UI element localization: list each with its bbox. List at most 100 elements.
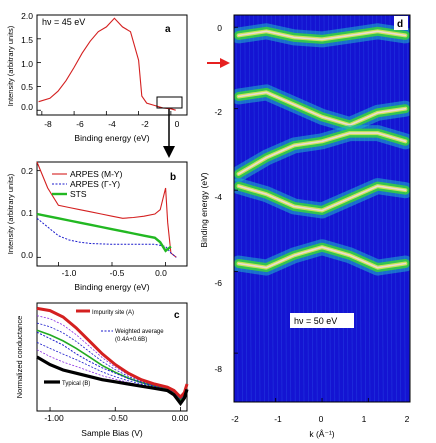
panel-c-frame bbox=[36, 302, 188, 412]
panel-a-xtick: -4 bbox=[108, 119, 116, 129]
panel-c-ticks bbox=[49, 407, 181, 411]
panel-c-series-impurity bbox=[36, 306, 189, 400]
panel-c-family-curve bbox=[36, 342, 188, 403]
panel-b-xtick: -1.0 bbox=[62, 268, 77, 278]
panel-b-ytick: 0.0 bbox=[21, 250, 33, 260]
panel-a-xtick: -2 bbox=[141, 119, 149, 129]
panel-d-ytick: -2 bbox=[214, 107, 222, 117]
panel-d-xtick: 2 bbox=[405, 414, 410, 424]
panel-d-fermi-arrowhead bbox=[220, 58, 230, 68]
panel-a-zoom-box bbox=[156, 96, 183, 109]
panel-a: 2.0 1.5 1.0 0.5 0.0 -8 -6 -4 -2 0 Bindin… bbox=[6, 11, 188, 158]
panel-a-ylabel: Intensity (arbitrary units) bbox=[6, 25, 15, 106]
panel-c-series-weighted-average bbox=[36, 331, 188, 400]
panel-c-family-curve bbox=[36, 349, 188, 404]
panel-b-ytick: 0.1 bbox=[21, 208, 33, 218]
panel-d-texture-line bbox=[350, 15, 353, 402]
panel-d-texture-line bbox=[248, 15, 252, 402]
panel-d-ylabel: Binding energy (eV) bbox=[199, 172, 209, 247]
panel-d-annotation-box bbox=[290, 313, 354, 328]
panel-b-legend-item: ARPES (Γ-Y) bbox=[70, 179, 120, 189]
panel-d-texture-line bbox=[262, 15, 265, 402]
panel-d-xlabel: k (Å⁻¹) bbox=[309, 429, 334, 439]
panel-a-ytick: 0.5 bbox=[21, 82, 33, 92]
panel-b-legend-item: STS bbox=[70, 189, 87, 199]
panel-a-frame bbox=[36, 14, 188, 116]
panel-d-ticks bbox=[233, 26, 411, 402]
panel-d-texture-line bbox=[266, 15, 270, 402]
panel-a-xtick: -6 bbox=[76, 119, 84, 129]
panel-a-ytick: 0.0 bbox=[21, 102, 33, 112]
panel-c-letter: c bbox=[174, 310, 180, 321]
panel-c-xtick: -0.50 bbox=[108, 413, 128, 423]
panel-d-texture-line bbox=[389, 15, 393, 402]
panel-d-ytick: 0 bbox=[217, 23, 222, 33]
panel-b-series-sts bbox=[36, 212, 172, 253]
panel-d-texture-line bbox=[358, 15, 362, 402]
panel-c-xlabel: Sample Bias (V) bbox=[81, 428, 143, 438]
panel-d-intensity-map bbox=[234, 15, 410, 402]
panel-c: -1.00 -0.50 0.00 Sample Bias (V) Normali… bbox=[15, 302, 189, 438]
panel-d-texture-line bbox=[253, 15, 256, 402]
panel-d-xtick: 0 bbox=[319, 414, 324, 424]
panel-d-texture-line bbox=[402, 15, 406, 402]
panel-b-xtick: 0.0 bbox=[155, 268, 167, 278]
panel-d-xtick: -2 bbox=[231, 414, 239, 424]
panel-a-zoom-arrowhead bbox=[163, 146, 175, 158]
panel-d-texture-line bbox=[240, 15, 243, 402]
panel-d-texture-line bbox=[354, 15, 358, 402]
panel-d-texture-line bbox=[372, 15, 375, 402]
panel-d-texture-line bbox=[394, 15, 397, 402]
panel-c-legend-item: Impurity site (A) bbox=[92, 310, 134, 316]
panel-d-letter: d bbox=[397, 19, 403, 30]
panel-a-ticks bbox=[37, 14, 172, 115]
panel-d-texture-line bbox=[385, 15, 388, 402]
panel-c-legend-item: (0.4A+0.6B) bbox=[115, 337, 147, 343]
panel-a-ytick: 1.0 bbox=[21, 59, 33, 69]
panel-d-texture-line bbox=[244, 15, 248, 402]
panel-d-band bbox=[237, 91, 407, 126]
panel-a-ytick: 1.5 bbox=[21, 35, 33, 45]
panel-d-texture-line bbox=[380, 15, 384, 402]
panel-a-spectrum-line bbox=[38, 17, 176, 111]
panel-c-series-typical bbox=[36, 355, 189, 407]
panel-d-texture-line bbox=[367, 15, 371, 402]
panel-a-letter: a bbox=[165, 24, 171, 35]
panel-d-band bbox=[237, 185, 407, 212]
panel-c-ylabel: Normalized conductance bbox=[15, 316, 24, 399]
panel-d-letter-box bbox=[394, 16, 408, 30]
panel-b: 0.2 0.1 0.0 -1.0 -0.5 0.0 Binding energy… bbox=[6, 161, 188, 292]
panel-d-ytick: -6 bbox=[214, 278, 222, 288]
panel-b-xtick: -0.5 bbox=[110, 268, 125, 278]
panel-d-xtick: 1 bbox=[362, 414, 367, 424]
panel-d-texture-line bbox=[398, 15, 402, 402]
panel-d-band bbox=[237, 132, 407, 175]
panel-d-annotation: hν = 50 eV bbox=[294, 316, 337, 326]
panel-d-band bbox=[237, 246, 407, 269]
panel-a-xtick: -8 bbox=[44, 119, 52, 129]
panel-d-texture-line bbox=[407, 15, 410, 402]
panel-a-annotation: hν = 45 eV bbox=[42, 17, 85, 27]
panel-b-series-arpes-my bbox=[36, 161, 177, 258]
panel-d-texture-line bbox=[345, 15, 349, 402]
panel-d-texture-line bbox=[270, 15, 274, 402]
panel-a-xlabel: Binding energy (eV) bbox=[74, 133, 149, 143]
panel-b-series-arpes-gy bbox=[36, 217, 177, 258]
panel-d-texture-line bbox=[376, 15, 380, 402]
panel-d: 0 -2 -4 -6 -8 -2 -1 0 1 2 k (Å⁻¹) Bindin… bbox=[199, 14, 411, 439]
panel-b-ytick: 0.2 bbox=[21, 166, 33, 176]
panel-d-band bbox=[237, 30, 407, 41]
panel-d-xtick: -1 bbox=[274, 414, 282, 424]
panel-a-ytick: 2.0 bbox=[21, 11, 33, 21]
panel-b-letter: b bbox=[170, 172, 176, 183]
panel-d-texture-line bbox=[257, 15, 261, 402]
panel-d-texture-line bbox=[275, 15, 278, 402]
panel-c-xtick: -1.00 bbox=[44, 413, 64, 423]
panel-c-xtick: 0.00 bbox=[172, 413, 189, 423]
panel-c-legend-item: Weighted average bbox=[115, 329, 164, 335]
panel-d-texture-line bbox=[363, 15, 366, 402]
panel-b-legend-item: ARPES (M-Y) bbox=[70, 169, 123, 179]
panel-d-ytick: -4 bbox=[214, 192, 222, 202]
panel-c-legend-item: Typical (B) bbox=[62, 381, 90, 387]
panel-a-xtick: 0 bbox=[175, 119, 180, 129]
